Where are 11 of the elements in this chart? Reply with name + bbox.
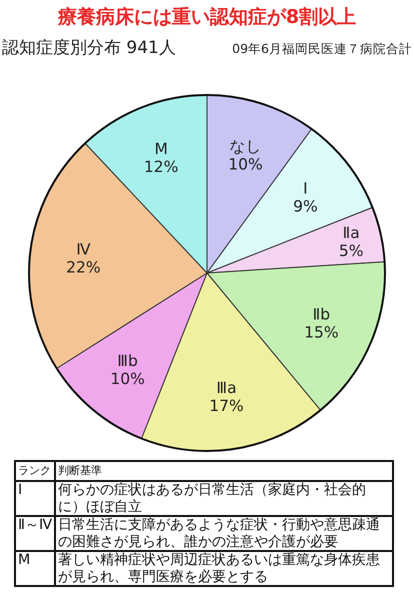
subtitle: 認知症度別分布 941人 bbox=[2, 38, 176, 58]
annotation: 著しい精神症状や周辺症状あるいは重篤な身体疾患が見られ、専門医療を必要とする bbox=[55, 551, 393, 586]
annotation: M bbox=[15, 551, 55, 586]
annotation: Ⅱ～Ⅳ bbox=[15, 516, 55, 551]
annotation: 日常生活に支障があるような症状・行動や意思疎通の困難さが見られ、誰かの注意や介護が必要 bbox=[55, 516, 393, 551]
annotation: 判断基準 bbox=[55, 461, 393, 481]
annotation: 09年6月福岡民医連７病院合計 bbox=[232, 41, 412, 56]
annotation: 何らかの症状はあるが日常生活（家庭内・社会的に）ほぼ自立 bbox=[55, 481, 393, 516]
annotation: Ⅰ bbox=[15, 481, 55, 516]
annotation: ランク bbox=[15, 461, 55, 481]
title: 療養病床には重い認知症が8割以上 bbox=[58, 6, 356, 28]
